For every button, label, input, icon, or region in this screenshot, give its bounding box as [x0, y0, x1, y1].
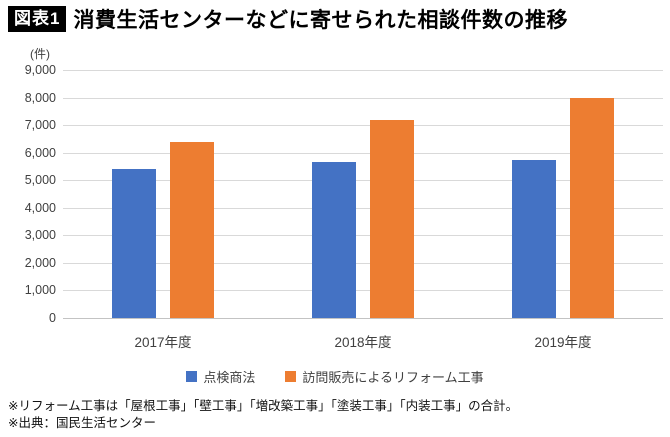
y-axis-unit-label: (件) [30, 47, 50, 61]
y-axis-tick: 5,000 [24, 173, 56, 188]
bar-series-0 [112, 169, 156, 318]
chart-legend: 点検商法 訪問販売によるリフォーム工事 [0, 367, 670, 386]
bar-series-0 [312, 162, 356, 318]
legend-swatch-icon [186, 371, 198, 382]
y-axis-tick: 2,000 [24, 255, 56, 270]
legend-label: 点検商法 [203, 370, 256, 385]
y-axis-tick: 3,000 [24, 228, 56, 243]
figure-badge: 図表1 [8, 6, 67, 32]
y-axis-tick: 8,000 [24, 90, 56, 105]
gridline [63, 207, 663, 209]
bar-series-1 [570, 97, 614, 318]
bar-group [263, 70, 463, 318]
gridline [63, 180, 663, 182]
x-axis-label: 2017年度 [134, 335, 192, 350]
x-axis-label: 2019年度 [534, 335, 592, 350]
page-title: 消費生活センターなどに寄せられた相談件数の推移 [73, 9, 568, 32]
legend-item: 訪問販売によるリフォーム工事 [285, 367, 484, 386]
gridline [63, 125, 663, 127]
y-axis-tick: 1,000 [24, 283, 56, 298]
gridline [63, 152, 663, 154]
x-axis-labels: 2017年度 2018年度 2019年度 [63, 331, 663, 351]
y-axis-tick: 7,000 [24, 118, 56, 133]
y-axis-tick: 0 [49, 311, 56, 325]
figure-header: 図表1 消費生活センターなどに寄せられた相談件数の推移 [8, 4, 568, 34]
x-axis-label: 2018年度 [334, 335, 392, 350]
footnote-source: ※出典：国民生活センター [8, 416, 156, 430]
gridline [63, 318, 663, 319]
bar-group [63, 70, 263, 318]
bar-series-1 [370, 119, 414, 318]
gridline [63, 97, 663, 99]
y-axis-tick: 6,000 [24, 145, 56, 160]
bar-series-0 [512, 159, 556, 318]
legend-swatch-icon [285, 371, 297, 382]
legend-label: 訪問販売によるリフォーム工事 [302, 370, 484, 385]
bar-group [463, 70, 663, 318]
gridline [63, 235, 663, 237]
gridline [63, 290, 663, 292]
y-axis-tick: 9,000 [24, 63, 56, 77]
footnote-reform-definition: ※リフォーム工事は「屋根工事」「壁工事」「増改築工事」「塗装工事」「内装工事」の… [8, 399, 519, 413]
y-axis-tick: 4,000 [24, 200, 56, 215]
gridline [63, 262, 663, 264]
bar-series-1 [170, 141, 214, 318]
plot-area [63, 70, 663, 319]
legend-item: 点検商法 [186, 367, 255, 386]
y-axis-tick-labels: 9,000 8,000 7,000 6,000 5,000 4,000 3,000 2,000… [0, 63, 56, 325]
gridline [63, 70, 663, 71]
footnotes: ※リフォーム工事は「屋根工事」「壁工事」「増改築工事」「塗装工事」「内装工事」の… [8, 398, 518, 432]
